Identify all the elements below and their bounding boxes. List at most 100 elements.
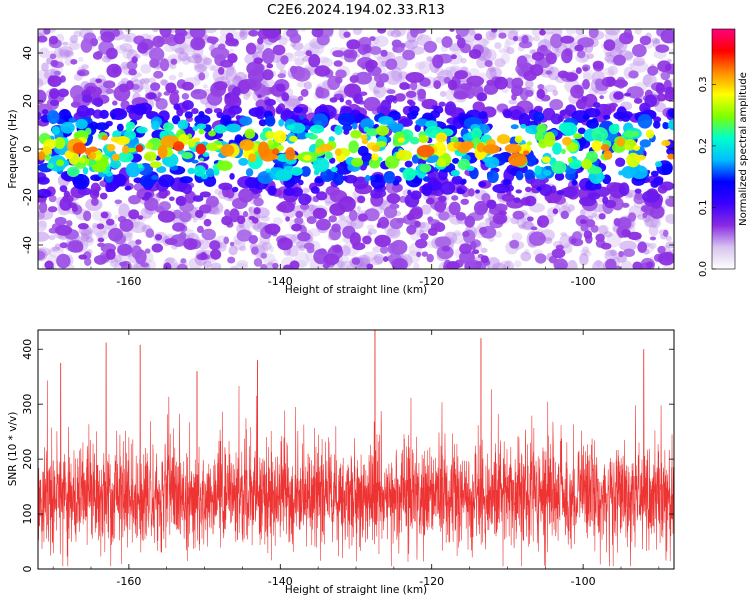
heatmap-cell — [231, 186, 239, 193]
colorbar-gradient — [711, 28, 736, 270]
heatmap-cell — [500, 52, 510, 65]
heatmap-cell — [285, 147, 296, 161]
heatmap-cell — [486, 257, 501, 269]
heatmap-cell — [113, 254, 122, 263]
heatmap-cell — [173, 103, 181, 111]
heatmap-cell — [551, 248, 566, 259]
heatmap-cell — [117, 151, 134, 163]
heatmap-cell — [136, 126, 148, 134]
heatmap-cell — [264, 115, 276, 127]
heatmap-cell — [660, 71, 671, 81]
heatmap-cell — [342, 175, 348, 181]
heatmap-cell — [356, 205, 361, 212]
heatmap-cell — [623, 92, 632, 97]
heatmap-cell — [100, 211, 109, 219]
heatmap-cell — [648, 242, 657, 249]
heatmap-cell — [204, 107, 213, 115]
heatmap-cell — [94, 175, 101, 182]
heatmap-cell — [128, 68, 137, 76]
heatmap-cell — [315, 218, 331, 231]
heatmap-cell — [402, 167, 416, 181]
heatmap-cell — [543, 169, 552, 176]
heatmap-cell — [640, 205, 650, 213]
heatmap-cell — [178, 71, 184, 78]
heatmap-cell — [51, 126, 60, 136]
heatmap-cell — [59, 242, 68, 249]
heatmap-cell — [251, 217, 259, 224]
heatmap-cell — [332, 50, 345, 58]
heatmap-cell — [77, 223, 89, 230]
heatmap-cell — [63, 50, 74, 58]
heatmap-cell — [208, 64, 216, 72]
heatmap-cell — [239, 245, 247, 252]
heatmap-cell — [456, 37, 466, 49]
heatmap-cell — [451, 232, 464, 245]
heatmap-cell — [558, 122, 572, 133]
heatmap-cell — [386, 227, 401, 239]
heatmap-cell — [377, 61, 389, 68]
heatmap-cell — [213, 81, 228, 91]
heatmap-cell — [634, 192, 644, 200]
heatmap-cell — [498, 48, 507, 54]
heatmap-cell — [227, 53, 238, 64]
heatmap-cell — [177, 119, 189, 130]
heatmap-cell — [116, 123, 124, 132]
heatmap-cell — [181, 151, 193, 160]
heatmap-cell — [363, 251, 378, 261]
heatmap-cell — [357, 145, 369, 157]
heatmap-cell — [478, 38, 488, 47]
heatmap-cell — [357, 213, 368, 222]
heatmap-cell — [228, 105, 242, 115]
heatmap-cell — [554, 172, 565, 181]
heatmap-cell — [149, 58, 159, 69]
heatmap-cell — [613, 54, 626, 66]
heatmap-cell — [246, 61, 264, 76]
x-tick-label: -100 — [571, 275, 596, 288]
heatmap-cell — [111, 113, 116, 120]
heatmap-cell — [95, 122, 110, 131]
x-tick-label: -100 — [571, 575, 596, 588]
heatmap-cell — [176, 263, 188, 269]
heatmap-cell — [275, 83, 286, 92]
heatmap-cell — [262, 29, 281, 39]
heatmap-cell — [239, 31, 246, 38]
heatmap-cell — [76, 174, 84, 183]
y-tick-label: 100 — [21, 504, 34, 525]
heatmap-cell — [544, 237, 553, 244]
heatmap-cell — [332, 172, 344, 186]
heatmap-cell — [621, 166, 637, 179]
y-tick-label: 20 — [21, 94, 34, 108]
heatmap-cell — [159, 58, 170, 72]
heatmap-cell — [267, 185, 277, 196]
heatmap-cell — [179, 211, 192, 223]
heatmap-cell — [525, 186, 532, 193]
heatmap-cell — [388, 227, 397, 237]
heatmap-cell — [122, 48, 133, 60]
heatmap-cell — [148, 77, 157, 84]
heatmap-cell — [582, 114, 591, 120]
heatmap-cell — [460, 198, 469, 205]
heatmap-cell — [471, 127, 482, 140]
heatmap-cell — [294, 50, 305, 57]
heatmap-cell — [478, 226, 488, 235]
heatmap-cell — [278, 119, 285, 127]
heatmap-cell — [224, 93, 231, 99]
heatmap-cell — [537, 84, 545, 90]
heatmap-cell — [236, 259, 249, 268]
heatmap-cell — [468, 29, 476, 36]
heatmap-cell — [199, 191, 211, 198]
snr-axes: -160 -140 -120 -100 0 100 200 300 400 — [21, 330, 674, 588]
heatmap-cell — [539, 44, 547, 52]
heatmap-cell — [389, 203, 400, 210]
heatmap-cell — [201, 228, 216, 241]
heatmap-cell — [393, 258, 405, 269]
heatmap-cell — [239, 29, 248, 40]
heatmap-cell — [373, 253, 385, 264]
heatmap-cell — [422, 176, 430, 182]
heatmap-cell — [532, 111, 545, 122]
heatmap-cell — [144, 191, 152, 198]
heatmap-cell — [595, 233, 605, 242]
heatmap-cell — [210, 65, 221, 71]
heatmap-cell — [260, 252, 268, 259]
heatmap-cell — [368, 78, 379, 92]
